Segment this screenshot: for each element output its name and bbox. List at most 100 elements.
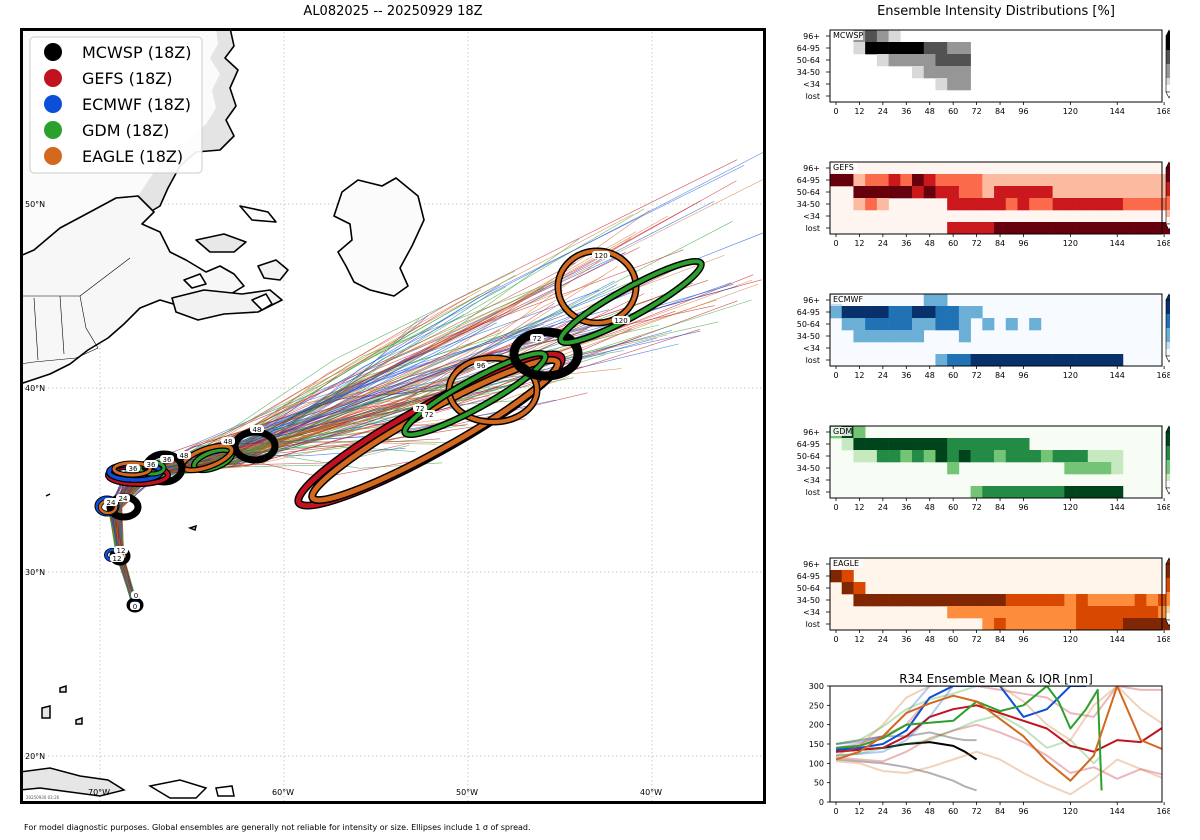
x-tick-label: 0 bbox=[833, 371, 838, 380]
heat-cell bbox=[865, 186, 878, 199]
hour-label-0a: 0 bbox=[131, 591, 141, 600]
hour-label-24a: 24 bbox=[116, 494, 130, 503]
hour-label-96: 96 bbox=[474, 361, 488, 370]
hour-label-48a: 48 bbox=[177, 451, 191, 460]
heat-cell bbox=[1005, 186, 1018, 199]
heat-cell bbox=[876, 318, 889, 331]
heat-cell bbox=[958, 66, 971, 79]
heat-cell bbox=[1017, 606, 1030, 619]
y-tick-label: <34 bbox=[803, 344, 820, 353]
x-tick-label: 24 bbox=[878, 371, 888, 380]
heat-cell bbox=[1099, 222, 1112, 235]
heat-cell bbox=[865, 594, 878, 607]
y-tick-label: 96+ bbox=[803, 428, 820, 437]
heat-cell bbox=[1064, 462, 1077, 475]
y-tick-label: 50-64 bbox=[797, 320, 820, 329]
x-tick-label: 24 bbox=[878, 807, 888, 816]
heat-cell bbox=[1040, 450, 1053, 463]
heat-cell bbox=[958, 42, 971, 55]
heat-cell bbox=[947, 462, 960, 475]
heat-cell bbox=[900, 54, 913, 67]
heat-cell bbox=[994, 198, 1007, 211]
heat-cell bbox=[1076, 186, 1089, 199]
heat-cell bbox=[1087, 174, 1100, 187]
series-line bbox=[835, 714, 1103, 765]
y-tick-label: lost bbox=[806, 356, 820, 365]
heat-cell bbox=[982, 486, 995, 499]
heat-cell bbox=[912, 330, 925, 343]
land-bermuda bbox=[45, 493, 198, 532]
colorbar-bottom-arrow bbox=[1165, 487, 1170, 495]
heat-cell bbox=[923, 450, 936, 463]
heat-cell bbox=[900, 594, 913, 607]
colorbar-segment bbox=[1166, 564, 1170, 572]
heat-cell bbox=[900, 330, 913, 343]
heat-cell bbox=[947, 186, 960, 199]
heat-cell bbox=[900, 450, 913, 463]
footer-note: For model diagnostic purposes. Global en… bbox=[24, 823, 531, 832]
heat-cell bbox=[958, 78, 971, 91]
heat-cell bbox=[912, 42, 925, 55]
heat-cell bbox=[1087, 618, 1100, 631]
x-tick-label: 168 bbox=[1156, 503, 1170, 512]
x-tick-label: 72 bbox=[972, 107, 982, 116]
series-line bbox=[835, 686, 1162, 782]
y-tick-label: 100 bbox=[809, 759, 824, 768]
x-tick-label: 60 bbox=[948, 371, 958, 380]
heat-cell bbox=[1005, 438, 1018, 451]
heatmap-gefs: GEFS 96+ 64-95 50-64 34-50 <34 lost 0 12 24 36 48 60… bbox=[797, 161, 1170, 248]
colorbar-segment bbox=[1166, 342, 1170, 350]
heat-cell bbox=[958, 306, 971, 319]
heat-cell bbox=[1064, 486, 1077, 499]
heatmap-title-bg bbox=[831, 31, 863, 40]
heat-cell bbox=[900, 318, 913, 331]
heatmap-title-bg bbox=[831, 559, 863, 568]
heat-cell bbox=[888, 306, 901, 319]
x-tick-label: 84 bbox=[995, 635, 1005, 644]
hour-label-72a: 72 bbox=[413, 404, 427, 413]
heat-cell bbox=[900, 42, 913, 55]
svg-text:72: 72 bbox=[425, 411, 434, 419]
heat-cell bbox=[1158, 198, 1170, 211]
heat-cell bbox=[935, 186, 948, 199]
x-tick-label: 48 bbox=[925, 807, 935, 816]
heat-cell bbox=[1122, 186, 1135, 199]
heat-cell bbox=[947, 606, 960, 619]
heat-cell bbox=[923, 66, 936, 79]
heat-cell bbox=[1040, 198, 1053, 211]
svg-text:36: 36 bbox=[163, 456, 172, 464]
heat-cell bbox=[912, 306, 925, 319]
heat-cell bbox=[865, 318, 878, 331]
heat-cell bbox=[958, 318, 971, 331]
colorbar-segment bbox=[1166, 43, 1170, 51]
heat-cell bbox=[1052, 174, 1065, 187]
x-tick-label: 120 bbox=[1063, 371, 1078, 380]
colorbar-segment bbox=[1166, 460, 1170, 468]
svg-text:ECMWF (18Z): ECMWF (18Z) bbox=[82, 95, 191, 114]
x-tick-label: 36 bbox=[901, 807, 911, 816]
y-tick-label: 50-64 bbox=[797, 584, 820, 593]
right-panel-title: Ensemble Intensity Distributions [%] bbox=[877, 4, 1115, 19]
heat-cell bbox=[865, 174, 878, 187]
heat-cell bbox=[1052, 186, 1065, 199]
heat-cell bbox=[923, 438, 936, 451]
heat-cell bbox=[935, 294, 948, 307]
x-tick-label: 168 bbox=[1156, 635, 1170, 644]
heat-cell bbox=[958, 330, 971, 343]
r34-title: R34 Ensemble Mean & IQR [nm] bbox=[899, 674, 1093, 686]
heat-cell bbox=[853, 582, 866, 595]
series-line bbox=[835, 686, 1071, 745]
heat-cell bbox=[853, 594, 866, 607]
heat-cell bbox=[1017, 486, 1030, 499]
heat-cell bbox=[970, 198, 983, 211]
heatmap-title: GDM bbox=[833, 427, 852, 436]
heat-cell bbox=[1146, 222, 1159, 235]
x-tick-label: 72 bbox=[972, 635, 982, 644]
svg-text:48: 48 bbox=[224, 438, 233, 446]
x-tick-label: 84 bbox=[995, 107, 1005, 116]
x-tick-label: 12 bbox=[854, 503, 864, 512]
heat-cell bbox=[1158, 186, 1170, 199]
heat-cell bbox=[970, 594, 983, 607]
heat-cell bbox=[1076, 462, 1089, 475]
heat-cell bbox=[888, 594, 901, 607]
